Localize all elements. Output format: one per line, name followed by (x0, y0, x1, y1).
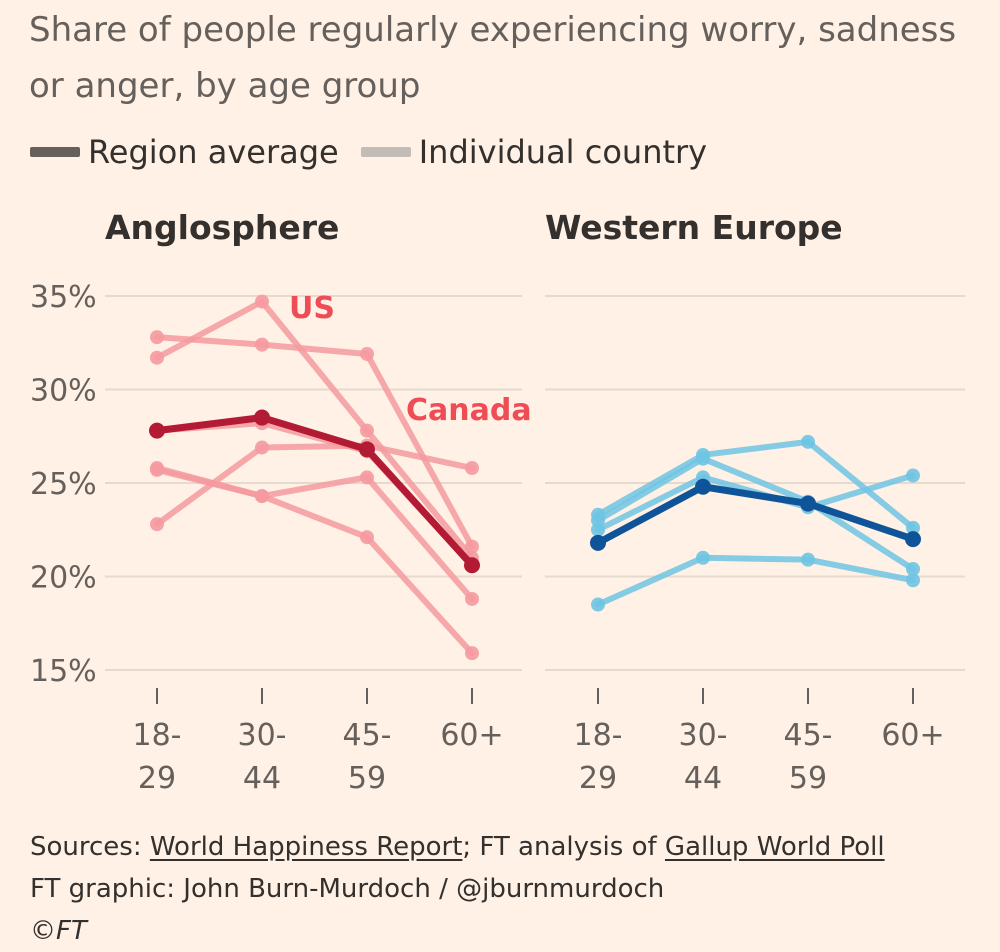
data-point-anglosphere-region-average (359, 441, 375, 458)
panel-title-anglosphere: Anglosphere (105, 208, 339, 247)
sources-line: Sources: World Happiness Report; FT anal… (30, 826, 885, 868)
data-point-anglosphere-canada (360, 346, 374, 361)
data-point-western-europe-country-c (591, 513, 605, 528)
data-point-anglosphere-country-3 (360, 530, 374, 545)
x-tick-label-western-europe: 18-29 (574, 718, 623, 796)
data-point-anglosphere-region-average (254, 409, 270, 426)
data-point-anglosphere-canada (150, 330, 164, 345)
y-tick-label: 15% (30, 654, 97, 689)
data-point-western-europe-country-a (801, 434, 815, 449)
legend: Region average Individual country (30, 130, 729, 174)
series-line-anglosphere-canada (154, 334, 475, 550)
data-point-anglosphere-canada (465, 539, 479, 554)
series-line-western-europe-country-d (595, 554, 916, 608)
sources-mid: ; FT analysis of (462, 832, 665, 862)
data-point-western-europe-region-average (590, 534, 606, 551)
footer: Sources: World Happiness Report; FT anal… (30, 826, 885, 952)
data-point-anglosphere-us (360, 423, 374, 438)
credit-line: FT graphic: John Burn-Murdoch / @jburnmu… (30, 874, 665, 904)
y-tick-label: 20% (30, 561, 97, 596)
data-point-western-europe-country-d (591, 597, 605, 612)
legend-label-region: Region average (88, 133, 339, 171)
data-point-western-europe-country-a (906, 520, 920, 535)
legend-swatch-country (360, 147, 411, 157)
data-point-anglosphere-country-5 (150, 462, 164, 477)
x-tick-label-anglosphere: 45-59 (343, 718, 392, 796)
data-point-western-europe-country-c (696, 451, 710, 466)
y-tick-label: 35% (30, 280, 97, 315)
data-point-western-europe-region-average (800, 495, 816, 512)
data-point-anglosphere-canada (255, 337, 269, 352)
x-tick-label-western-europe: 45-59 (784, 718, 833, 796)
copyright: ©FT (30, 916, 87, 946)
data-point-western-europe-country-b (906, 468, 920, 483)
chart-title: Share of people regularly experiencing w… (29, 10, 957, 106)
x-tick-label-anglosphere: 30-44 (238, 718, 287, 796)
data-point-anglosphere-us (150, 350, 164, 365)
series-line-western-europe-country-c (595, 455, 916, 573)
annotation-canada: Canada (406, 393, 532, 428)
data-point-western-europe-region-average (905, 531, 921, 548)
series-line-anglosphere-us (154, 298, 475, 561)
series-line-anglosphere-region-average (153, 414, 476, 569)
legend-item-country: Individual country (360, 133, 708, 171)
x-tick-label-anglosphere: 18-29 (133, 718, 182, 796)
legend-item-region: Region average (30, 133, 339, 171)
panel-title-western-europe: Western Europe (545, 208, 843, 247)
x-tick-label-western-europe: 60+ (881, 718, 944, 753)
data-point-western-europe-country-d (906, 573, 920, 588)
data-point-western-europe-country-c (906, 562, 920, 577)
data-point-anglosphere-country-4 (150, 517, 164, 532)
data-point-western-europe-region-average (695, 478, 711, 495)
chart-area: Anglosphere 15% 20% 25% 30% 35% 18-29 30-44 45-5… (30, 208, 965, 796)
data-point-anglosphere-country-5 (465, 591, 479, 606)
data-point-anglosphere-region-average (464, 557, 480, 574)
data-point-anglosphere-country-4 (465, 461, 479, 476)
x-tick-label-western-europe: 30-44 (679, 718, 728, 796)
data-point-anglosphere-us (255, 294, 269, 309)
y-tick-label: 25% (30, 467, 97, 502)
data-point-anglosphere-region-average (149, 422, 165, 439)
legend-label-country: Individual country (418, 133, 708, 171)
source-link-world-happiness-report[interactable]: World Happiness Report (149, 832, 463, 862)
data-point-anglosphere-country-5 (255, 489, 269, 504)
legend-swatch-region (30, 147, 80, 157)
data-point-western-europe-country-d (801, 552, 815, 567)
data-point-anglosphere-country-4 (255, 440, 269, 455)
series-line-western-europe-region-average (594, 483, 917, 547)
series-line-anglosphere-country-5 (154, 466, 475, 602)
annotation-us: US (289, 291, 335, 326)
data-point-anglosphere-country-3 (465, 646, 479, 661)
data-point-anglosphere-country-5 (360, 470, 374, 485)
sources-prefix: Sources: (30, 832, 150, 862)
series-line-anglosphere-country-3 (154, 465, 475, 657)
source-link-gallup-world-poll[interactable]: Gallup World Poll (664, 832, 885, 862)
y-tick-label: 30% (30, 374, 97, 409)
series-line-western-europe-country-a (595, 438, 916, 531)
x-tick-label-anglosphere: 60+ (440, 718, 503, 753)
data-point-western-europe-country-d (696, 550, 710, 565)
